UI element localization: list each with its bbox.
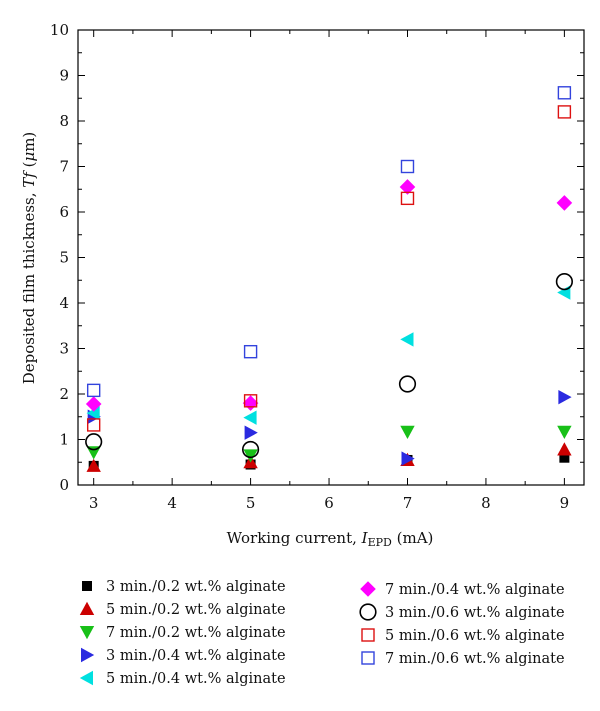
data-point bbox=[400, 425, 415, 439]
data-point bbox=[241, 440, 260, 459]
data-point bbox=[399, 179, 416, 195]
data-point bbox=[85, 396, 102, 412]
legend-label: 5 min./0.4 wt.% alginate bbox=[106, 671, 286, 687]
data-point bbox=[557, 105, 572, 119]
legend-marker bbox=[361, 628, 375, 642]
x-tick-label: 4 bbox=[167, 494, 177, 512]
legend: 3 min./0.2 wt.% alginate 5 min./0.2 wt.% … bbox=[79, 579, 565, 687]
series-1 bbox=[88, 452, 570, 471]
legend-label: 3 min./0.6 wt.% alginate bbox=[385, 605, 565, 621]
data-point bbox=[557, 86, 572, 100]
legend-label: 7 min./0.4 wt.% alginate bbox=[385, 582, 565, 598]
y-tick-label: 8 bbox=[59, 112, 69, 130]
data-point bbox=[558, 389, 572, 405]
data-point bbox=[557, 442, 572, 456]
data-point bbox=[86, 418, 101, 432]
y-tick-label: 7 bbox=[59, 158, 69, 176]
x-tick-label: 6 bbox=[324, 494, 334, 512]
series-9 bbox=[86, 86, 572, 398]
data-point bbox=[243, 449, 258, 463]
legend-label: 3 min./0.4 wt.% alginate bbox=[106, 648, 286, 664]
x-tick-label: 9 bbox=[560, 494, 570, 512]
legend-marker bbox=[360, 581, 376, 597]
data-point bbox=[401, 451, 415, 466]
y-axis-ticks: 0 1 2 3 4 5 6 7 8 9 10 bbox=[50, 21, 584, 494]
legend-marker bbox=[81, 647, 95, 663]
x-tick-label: 3 bbox=[89, 494, 99, 512]
data-point bbox=[556, 195, 573, 211]
series-4 bbox=[87, 389, 572, 466]
x-tick-label: 5 bbox=[246, 494, 256, 512]
plot-border bbox=[77, 29, 585, 486]
x-tick-label: 7 bbox=[403, 494, 413, 512]
x-tick-label: 8 bbox=[481, 494, 491, 512]
y-tick-label: 6 bbox=[59, 203, 69, 221]
data-point bbox=[400, 332, 414, 347]
plot-frame bbox=[77, 29, 585, 486]
y-axis-label: Deposited film thickness, Tf (μm) bbox=[20, 132, 38, 385]
y-tick-label: 2 bbox=[59, 385, 69, 403]
data-point bbox=[86, 458, 101, 472]
data-point bbox=[86, 383, 101, 398]
series-7 bbox=[85, 273, 573, 459]
x-axis-label: Working current, IEPD (mA) bbox=[227, 529, 434, 549]
legend-marker bbox=[79, 670, 93, 686]
data-point bbox=[86, 405, 100, 421]
legend-label: 3 min./0.2 wt.% alginate bbox=[106, 579, 286, 595]
legend-marker bbox=[79, 626, 95, 640]
x-axis-ticks: 3 4 5 6 7 8 9 bbox=[89, 30, 569, 512]
legend-label: 5 min./0.2 wt.% alginate bbox=[106, 602, 286, 618]
data-point bbox=[243, 344, 258, 359]
y-tick-label: 5 bbox=[59, 249, 69, 267]
data-points bbox=[85, 86, 573, 472]
data-point bbox=[400, 159, 415, 174]
data-point bbox=[559, 452, 570, 463]
data-point bbox=[555, 273, 573, 291]
legend-marker bbox=[79, 601, 95, 615]
legend-label: 7 min./0.2 wt.% alginate bbox=[106, 625, 286, 641]
data-point bbox=[243, 394, 258, 408]
series-3 bbox=[86, 425, 572, 463]
legend-marker bbox=[359, 603, 377, 621]
data-point bbox=[557, 425, 572, 439]
series-8 bbox=[86, 105, 572, 432]
legend-label: 7 min./0.6 wt.% alginate bbox=[385, 651, 565, 667]
y-tick-label: 10 bbox=[50, 21, 69, 39]
data-point bbox=[85, 433, 103, 451]
data-point bbox=[398, 375, 417, 393]
legend-marker bbox=[361, 651, 375, 665]
legend-marker bbox=[82, 581, 92, 591]
data-point bbox=[244, 425, 258, 440]
data-point bbox=[400, 191, 415, 206]
y-tick-label: 9 bbox=[59, 67, 69, 85]
y-tick-label: 3 bbox=[59, 340, 69, 358]
legend-label: 5 min./0.6 wt.% alginate bbox=[385, 628, 565, 644]
y-tick-label: 0 bbox=[59, 476, 69, 494]
series-5 bbox=[86, 285, 571, 425]
series-6 bbox=[85, 179, 573, 412]
data-point bbox=[243, 410, 257, 425]
y-tick-label: 1 bbox=[59, 431, 69, 449]
y-tick-label: 4 bbox=[59, 294, 69, 312]
series-2 bbox=[86, 442, 572, 472]
